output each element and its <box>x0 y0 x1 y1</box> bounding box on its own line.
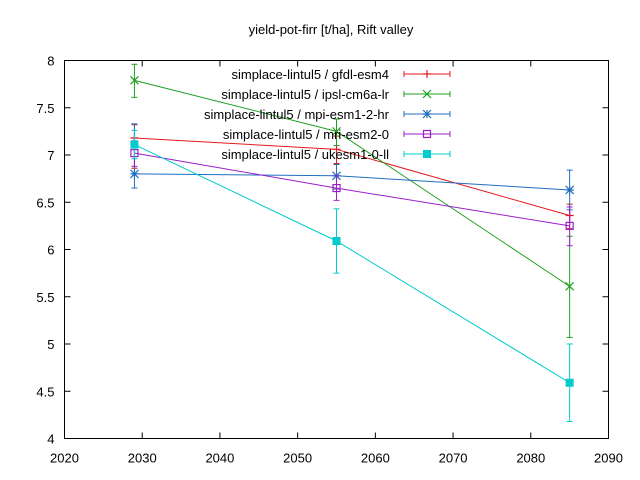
y-tick-label: 7 <box>47 148 54 163</box>
data-point <box>565 378 574 387</box>
legend-entry-0: simplace-lintul5 / gfdl-esm4 <box>231 67 451 82</box>
y-tick-label: 6 <box>47 243 54 258</box>
legend-marker <box>423 150 431 158</box>
legend-label: simplace-lintul5 / mri-esm2-0 <box>223 127 389 142</box>
data-point <box>332 236 341 245</box>
y-tick-label: 8 <box>47 54 54 69</box>
y-tick-label: 4 <box>47 432 54 447</box>
x-tick-label: 2050 <box>283 451 312 466</box>
legend-label: simplace-lintul5 / gfdl-esm4 <box>231 67 389 82</box>
y-tick-label: 4.5 <box>36 384 54 399</box>
legend-marker <box>422 129 432 139</box>
legend-entry-2: simplace-lintul5 / mpi-esm1-2-hr <box>204 107 451 122</box>
series-line <box>134 144 570 384</box>
y-tick-label: 5 <box>47 337 54 352</box>
axis-ticks: 2020 2030 2040 2050 2060 2070 2080 2090 4 4.5 5 5.5… <box>36 54 623 466</box>
legend-entry-1: simplace-lintul5 / ipsl-cm6a-lr <box>221 87 451 102</box>
x-tick-label: 2040 <box>205 451 234 466</box>
x-tick-label: 2070 <box>439 451 468 466</box>
legend: simplace-lintul5 / gfdl-esm4 simplace-lin… <box>204 67 451 162</box>
x-tick-label: 2020 <box>50 451 79 466</box>
series-line <box>134 173 570 191</box>
data-point <box>332 126 341 136</box>
data-point <box>130 169 139 179</box>
x-tick-label: 2030 <box>128 451 157 466</box>
x-tick-label: 2090 <box>594 451 623 466</box>
legend-marker <box>422 89 432 99</box>
series-1 <box>130 63 575 338</box>
data-point <box>565 185 575 195</box>
x-tick-label: 2080 <box>516 451 545 466</box>
data-point <box>565 281 575 291</box>
legend-entry-4: simplace-lintul5 / ukesm1-0-ll <box>221 147 451 162</box>
legend-label: simplace-lintul5 / ukesm1-0-ll <box>221 147 389 162</box>
x-tick-label: 2060 <box>361 451 390 466</box>
data-point <box>130 75 139 85</box>
series-layer <box>130 63 575 422</box>
legend-marker <box>423 70 431 78</box>
legend-label: simplace-lintul5 / ipsl-cm6a-lr <box>221 87 389 102</box>
chart-title: yield-pot-firr [t/ha], Rift valley <box>249 22 414 37</box>
legend-marker <box>422 109 432 119</box>
data-point <box>565 221 574 230</box>
series-4 <box>130 129 574 422</box>
y-tick-label: 5.5 <box>36 290 54 305</box>
data-point <box>332 145 341 154</box>
legend-label: simplace-lintul5 / mpi-esm1-2-hr <box>204 107 390 122</box>
y-tick-label: 7.5 <box>36 101 54 116</box>
legend-entry-3: simplace-lintul5 / mri-esm2-0 <box>223 127 451 142</box>
data-point <box>332 183 341 193</box>
y-tick-label: 6.5 <box>36 195 54 210</box>
data-point <box>130 140 139 149</box>
series-line <box>134 152 570 227</box>
